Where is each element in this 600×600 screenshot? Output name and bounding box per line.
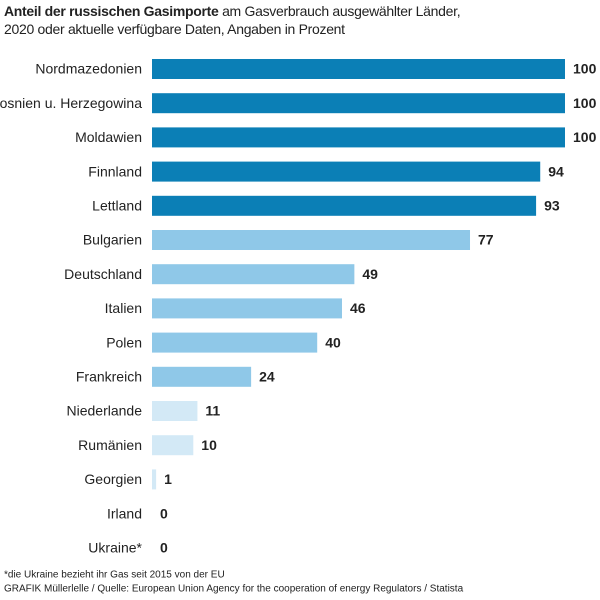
category-label: Finnland — [88, 163, 142, 179]
value-label: 0 — [160, 540, 168, 556]
category-label: Frankreich — [76, 369, 142, 385]
bar — [152, 332, 318, 353]
category-label: Deutschland — [64, 266, 142, 282]
category-label: Irland — [107, 505, 142, 521]
footnote: *die Ukraine bezieht ihr Gas seit 2015 v… — [4, 570, 225, 581]
value-label: 24 — [259, 369, 275, 385]
bar — [152, 230, 471, 250]
bar — [152, 366, 252, 387]
bar — [152, 127, 565, 148]
bar — [152, 264, 355, 285]
value-label: 40 — [325, 334, 341, 350]
value-label: 11 — [205, 403, 220, 419]
value-label: 94 — [548, 163, 564, 179]
bar — [152, 161, 541, 182]
category-label: Ukraine* — [88, 540, 142, 556]
category-label: Rumänien — [78, 437, 142, 453]
chart-header: Anteil der russischen Gasimporte am Gasv… — [4, 2, 474, 38]
value-label: 46 — [350, 300, 366, 316]
value-label: 0 — [160, 505, 168, 521]
bar — [152, 93, 565, 114]
category-label: Bulgarien — [83, 232, 142, 248]
value-label: 10 — [201, 437, 217, 453]
value-label: 93 — [544, 198, 560, 214]
category-label: Niederlande — [67, 403, 143, 419]
bar — [152, 401, 198, 421]
category-label: Italien — [105, 300, 142, 316]
value-label: 1 — [164, 471, 172, 487]
category-label: Bosnien u. Herzegowina — [0, 95, 142, 111]
bar — [152, 195, 537, 216]
value-label: 100 — [573, 95, 597, 111]
category-label: Nordmazedonien — [35, 61, 142, 77]
value-label: 49 — [362, 266, 378, 282]
source: GRAFIK Müllerlelle / Quelle: European Un… — [4, 584, 464, 595]
bar — [152, 59, 565, 79]
chart-subtitle: am Gasverbrauch ausgewählter Länder, 202… — [4, 3, 461, 37]
chart-title: Anteil der russischen Gasimporte — [4, 3, 219, 19]
bar — [152, 469, 157, 490]
value-label: 77 — [478, 232, 494, 248]
category-label: Moldawien — [75, 129, 142, 145]
value-label: 100 — [573, 129, 597, 145]
category-label: Georgien — [84, 471, 142, 487]
bar — [152, 435, 194, 456]
value-label: 100 — [573, 61, 597, 77]
category-label: Polen — [106, 334, 142, 350]
bar — [152, 298, 342, 319]
category-label: Lettland — [92, 198, 142, 214]
